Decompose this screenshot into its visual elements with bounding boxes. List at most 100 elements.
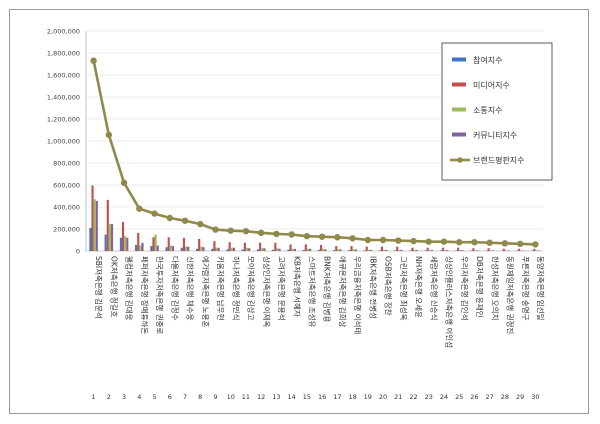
bar-2-3 bbox=[121, 221, 125, 251]
point-brand-15 bbox=[303, 232, 311, 240]
bar-3-9 bbox=[215, 247, 218, 251]
category-index: 15 bbox=[303, 393, 311, 401]
category-label: OSB저축은행 장찬 bbox=[384, 256, 394, 316]
bar-4-5 bbox=[156, 245, 159, 251]
bar-1-23 bbox=[424, 250, 427, 251]
bar-2-29 bbox=[518, 248, 521, 251]
bar-2-10 bbox=[228, 242, 231, 251]
category-label: OK저축은행 정길호 bbox=[109, 256, 119, 318]
bar-3-27 bbox=[489, 250, 492, 251]
category-label: 상상인플러스저축은행 이인섭 bbox=[445, 256, 455, 348]
category-index: 11 bbox=[242, 393, 250, 401]
y-tick-label: 1,400,000 bbox=[47, 93, 80, 101]
point-brand-24 bbox=[440, 238, 448, 245]
bar-3-7 bbox=[185, 246, 188, 251]
bar-2-27 bbox=[487, 248, 490, 251]
bar-4-22 bbox=[415, 249, 418, 251]
point-brand-10 bbox=[227, 227, 234, 234]
point-brand-8 bbox=[197, 220, 204, 228]
legend-swatch-3 bbox=[452, 107, 466, 112]
bar-1-17 bbox=[333, 250, 336, 251]
y-tick-label: 0 bbox=[76, 247, 80, 255]
brand-reputation-chart: 0 200,000 400,000 600,000 800,000 1,000,000 1,… bbox=[47, 27, 553, 401]
bar-1-14 bbox=[287, 249, 290, 251]
y-tick-label: 800,000 bbox=[53, 159, 80, 167]
legend-label-3: 소통지수 bbox=[473, 106, 502, 115]
y-tick-label: 1,200,000 bbox=[47, 115, 80, 123]
point-brand-22 bbox=[410, 237, 417, 245]
bar-2-26 bbox=[472, 248, 475, 251]
bar-4-25 bbox=[461, 250, 464, 251]
point-brand-25 bbox=[456, 239, 463, 246]
bar-3-6 bbox=[169, 245, 172, 251]
category-index: 18 bbox=[348, 393, 356, 401]
category-label: 스마트저축은행 조성유 bbox=[307, 256, 317, 327]
category-index: 1 bbox=[92, 393, 96, 401]
bar-1-7 bbox=[180, 247, 183, 251]
bar-3-10 bbox=[230, 247, 233, 251]
y-tick-label: 1,000,000 bbox=[47, 137, 80, 145]
category-label: IBK저축은행 전병성 bbox=[368, 256, 378, 319]
bar-2-13 bbox=[274, 242, 277, 251]
point-brand-16 bbox=[318, 233, 326, 240]
category-label: KB저축은행 서혜자 bbox=[292, 256, 302, 317]
y-tick-label: 200,000 bbox=[53, 225, 80, 233]
category-index: 13 bbox=[272, 393, 280, 401]
legend-label-2: 미디어지수 bbox=[473, 80, 510, 90]
category-index: 6 bbox=[168, 393, 172, 401]
bar-3-19 bbox=[367, 249, 370, 251]
category-label: 다올저축은행 김정수 bbox=[170, 256, 180, 321]
point-brand-20 bbox=[379, 236, 387, 244]
category-label: 우리금융저축은행 이석태 bbox=[353, 256, 363, 334]
bar-1-4 bbox=[135, 244, 138, 251]
bar-3-24 bbox=[443, 250, 447, 251]
bar-4-30 bbox=[537, 250, 540, 251]
bar-3-4 bbox=[139, 245, 142, 251]
bar-2-17 bbox=[335, 246, 338, 251]
point-brand-14 bbox=[288, 231, 295, 238]
category-index: 17 bbox=[333, 393, 341, 401]
category-label: 우리저축은행 김인석 bbox=[460, 256, 470, 320]
bar-1-6 bbox=[165, 247, 168, 251]
bar-1-8 bbox=[195, 248, 199, 251]
bar-3-25 bbox=[459, 250, 462, 251]
y-tick-label: 1,800,000 bbox=[47, 49, 80, 57]
bar-1-19 bbox=[363, 250, 366, 251]
bar-2-22 bbox=[411, 247, 414, 251]
bar-3-3 bbox=[124, 236, 127, 251]
bar-4-18 bbox=[354, 249, 357, 251]
bar-3-15 bbox=[306, 248, 310, 251]
point-brand-18 bbox=[349, 235, 356, 242]
bar-1-15 bbox=[302, 249, 305, 251]
category-label: 한성저축은행 오의치 bbox=[490, 256, 500, 320]
bar-4-21 bbox=[400, 249, 403, 251]
legend-label-1: 참여지수 bbox=[473, 55, 502, 65]
bar-4-9 bbox=[217, 247, 220, 251]
legend-label-5: 브랜드평판지수 bbox=[473, 155, 525, 165]
point-brand-2 bbox=[105, 131, 113, 139]
bar-1-5 bbox=[150, 246, 153, 251]
category-index: 3 bbox=[122, 393, 126, 401]
bar-1-20 bbox=[378, 250, 381, 251]
bar-4-17 bbox=[339, 249, 342, 251]
category-label: DB저축은행 윤재인 bbox=[475, 256, 485, 318]
bar-4-15 bbox=[309, 248, 312, 251]
bar-3-12 bbox=[261, 248, 264, 251]
bar-2-4 bbox=[137, 232, 140, 251]
bar-2-7 bbox=[182, 237, 186, 251]
category-label: 동양저축은행 임선일 bbox=[536, 256, 546, 321]
bar-1-10 bbox=[226, 249, 229, 251]
bar-1-22 bbox=[409, 250, 412, 251]
bar-3-13 bbox=[276, 248, 279, 251]
category-label: 모아저축은행 김상고 bbox=[247, 256, 257, 321]
bar-2-20 bbox=[380, 246, 384, 251]
bar-3-2 bbox=[108, 224, 111, 251]
bar-4-3 bbox=[126, 237, 129, 251]
category-index: 5 bbox=[152, 393, 156, 401]
point-brand-17 bbox=[334, 234, 341, 241]
bar-1-11 bbox=[241, 249, 244, 251]
bar-4-6 bbox=[171, 246, 175, 251]
bar-2-15 bbox=[304, 244, 307, 251]
point-brand-11 bbox=[242, 228, 250, 235]
category-index: 12 bbox=[257, 393, 265, 401]
